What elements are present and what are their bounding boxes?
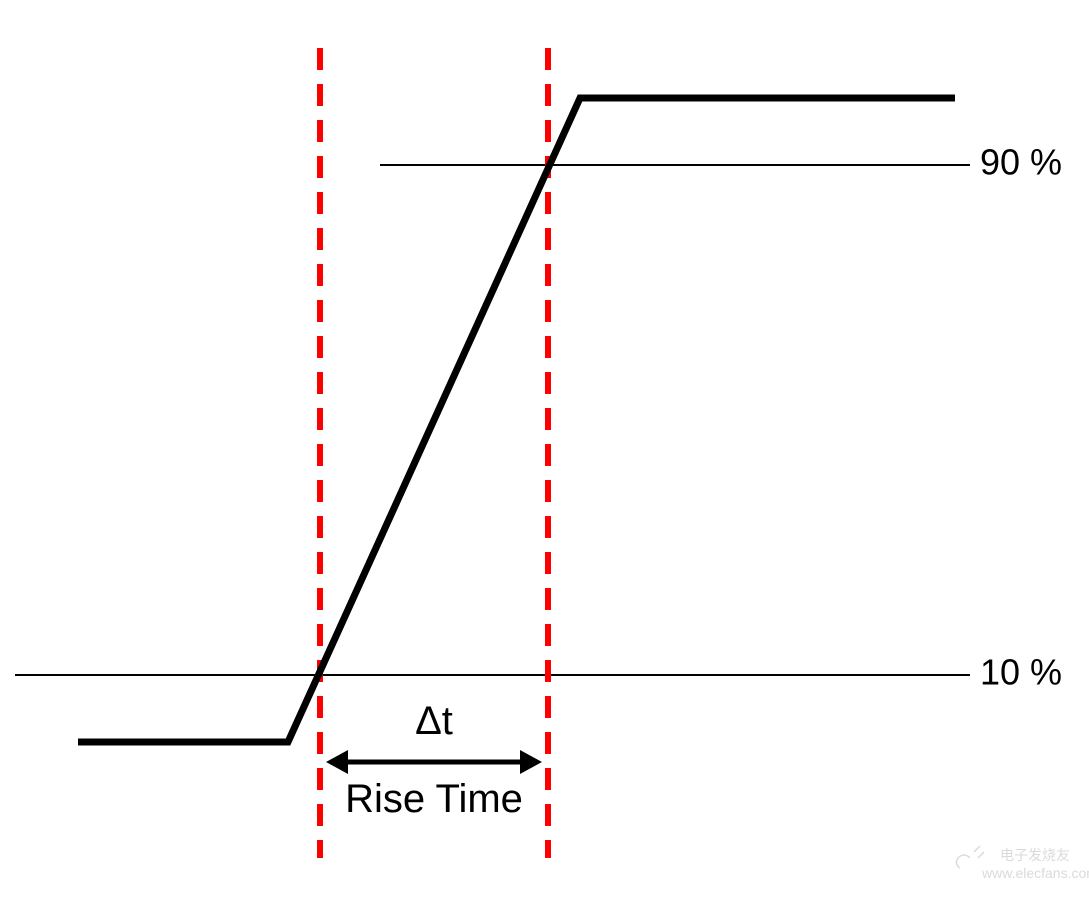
threshold-label-10: 10 % [980, 652, 1062, 693]
watermark-text-2: www.elecfans.com [981, 865, 1089, 881]
rise-time-label: Rise Time [345, 777, 523, 821]
delta-t-label: Δt [415, 699, 453, 743]
diagram-background [0, 0, 1089, 898]
watermark-text-1: 电子发烧友 [1000, 847, 1070, 863]
threshold-label-90: 90 % [980, 142, 1062, 183]
